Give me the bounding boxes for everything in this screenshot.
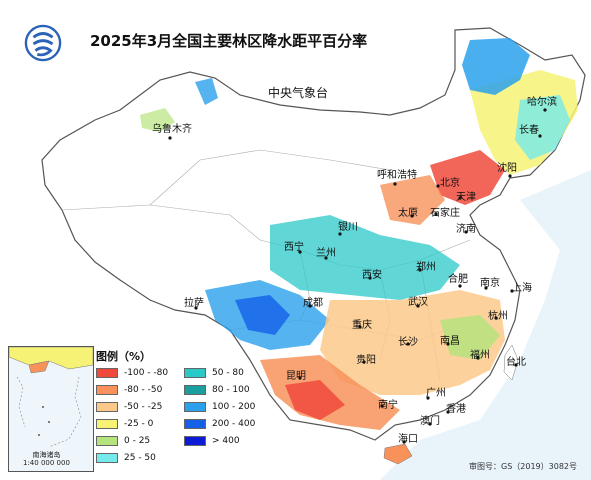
approval-number: 审图号：GS（2019）3082号 bbox=[469, 462, 577, 471]
region-south-mixed bbox=[320, 290, 505, 395]
inset-map bbox=[9, 347, 93, 448]
city-label: 南京 bbox=[480, 278, 500, 289]
city-label: 成都 bbox=[303, 298, 323, 309]
region-northeast-south-wet bbox=[515, 95, 570, 160]
city-label: 南昌 bbox=[440, 336, 460, 347]
city-label: 昆明 bbox=[286, 371, 306, 382]
legend-item: 80 - 100 bbox=[184, 383, 250, 396]
city-label: 杭州 bbox=[488, 311, 508, 322]
legend-item: > 400 bbox=[184, 434, 240, 447]
legend-label: > 400 bbox=[212, 435, 240, 446]
legend-item: 200 - 400 bbox=[184, 417, 255, 430]
legend-swatch bbox=[96, 452, 118, 463]
city-label: 香港 bbox=[446, 404, 466, 415]
city-label: 拉萨 bbox=[184, 298, 204, 309]
city-label: 银川 bbox=[338, 222, 358, 233]
city-label: 沈阳 bbox=[497, 163, 517, 174]
legend-label: -80 - -50 bbox=[124, 384, 163, 395]
legend-swatch bbox=[96, 435, 118, 446]
legend-item: 0 - 25 bbox=[96, 434, 150, 447]
city-label: 西安 bbox=[362, 270, 382, 281]
anomaly-regions bbox=[140, 38, 578, 465]
legend-swatch bbox=[96, 384, 118, 395]
city-label: 广州 bbox=[426, 388, 446, 399]
legend-swatch bbox=[184, 367, 206, 378]
city-label: 澳门 bbox=[420, 416, 440, 427]
legend-label: 0 - 25 bbox=[124, 435, 151, 446]
inset-caption: 南海诸岛 1:40 000 000 bbox=[23, 451, 70, 467]
region-north-china-dry bbox=[430, 150, 505, 205]
region-southwest-very-wet bbox=[235, 295, 290, 335]
city-label: 济南 bbox=[456, 224, 476, 235]
legend: 图例（%） -100 - -80 -80 - -50 -50 - -25 -25 - … bbox=[96, 348, 266, 470]
legend-item: -25 - 0 bbox=[96, 417, 153, 430]
region-northeast-wet bbox=[462, 38, 530, 95]
legend-item: 100 - 200 bbox=[184, 400, 255, 413]
city-label: 贵阳 bbox=[356, 355, 376, 366]
legend-item: -100 - -80 bbox=[96, 366, 168, 379]
agency-name: 中央气象台 bbox=[268, 86, 329, 100]
map-title: 2025年3月全国主要林区降水距平百分率 bbox=[90, 32, 368, 50]
legend-swatch bbox=[96, 401, 118, 412]
legend-swatch bbox=[184, 384, 206, 395]
city-label: 石家庄 bbox=[430, 208, 460, 219]
inset-title: 南海诸岛 bbox=[32, 451, 61, 459]
sea-area bbox=[380, 170, 591, 480]
region-xinjiang-wet bbox=[195, 78, 218, 105]
legend-label: 80 - 100 bbox=[212, 384, 250, 395]
legend-label: -100 - -80 bbox=[124, 367, 169, 378]
city-label: 重庆 bbox=[352, 320, 372, 331]
city-label: 长沙 bbox=[398, 337, 418, 348]
legend-item: 25 - 50 bbox=[96, 451, 156, 464]
legend-swatch bbox=[96, 367, 118, 378]
region-south-very-dry bbox=[285, 380, 345, 420]
city-label: 兰州 bbox=[316, 248, 336, 259]
city-label: 台北 bbox=[506, 357, 526, 368]
city-label: 西宁 bbox=[284, 242, 304, 253]
legend-swatch bbox=[184, 418, 206, 429]
city-label: 合肥 bbox=[448, 274, 468, 285]
legend-swatch bbox=[184, 401, 206, 412]
legend-title: 图例（%） bbox=[96, 350, 152, 363]
city-label: 天津 bbox=[456, 192, 476, 203]
legend-item: -80 - -50 bbox=[96, 383, 162, 396]
city-label: 北京 bbox=[440, 178, 460, 189]
region-taiwan bbox=[503, 344, 519, 381]
legend-label: -50 - -25 bbox=[124, 401, 163, 412]
legend-item: -50 - -25 bbox=[96, 400, 162, 413]
city-label: 上海 bbox=[512, 283, 532, 294]
cma-logo-icon bbox=[24, 24, 62, 62]
city-label: 海口 bbox=[398, 434, 418, 445]
city-label: 长春 bbox=[519, 125, 539, 136]
legend-label: -25 - 0 bbox=[124, 418, 154, 429]
city-markers bbox=[168, 108, 547, 444]
city-label: 福州 bbox=[470, 350, 490, 361]
legend-swatch bbox=[184, 435, 206, 446]
city-label: 太原 bbox=[398, 208, 418, 219]
region-east-wet bbox=[440, 315, 500, 360]
legend-label: 25 - 50 bbox=[124, 452, 156, 463]
region-north-china-mid bbox=[380, 175, 445, 225]
region-xinjiang-spots bbox=[140, 108, 175, 132]
legend-label: 200 - 400 bbox=[212, 418, 256, 429]
city-label: 乌鲁木齐 bbox=[152, 124, 192, 135]
region-central-wet bbox=[270, 215, 460, 300]
legend-swatch bbox=[96, 418, 118, 429]
city-label: 郑州 bbox=[416, 262, 436, 273]
city-label: 哈尔滨 bbox=[527, 97, 557, 108]
legend-label: 100 - 200 bbox=[212, 401, 256, 412]
legend-label: 50 - 80 bbox=[212, 367, 244, 378]
region-hainan bbox=[383, 443, 413, 465]
south-china-sea-inset: 南海诸岛 1:40 000 000 bbox=[8, 346, 94, 472]
city-label: 武汉 bbox=[408, 297, 428, 308]
inset-scale: 1:40 000 000 bbox=[23, 459, 70, 467]
legend-item: 50 - 80 bbox=[184, 366, 244, 379]
city-label: 南宁 bbox=[378, 400, 398, 411]
city-label: 呼和浩特 bbox=[377, 170, 417, 181]
